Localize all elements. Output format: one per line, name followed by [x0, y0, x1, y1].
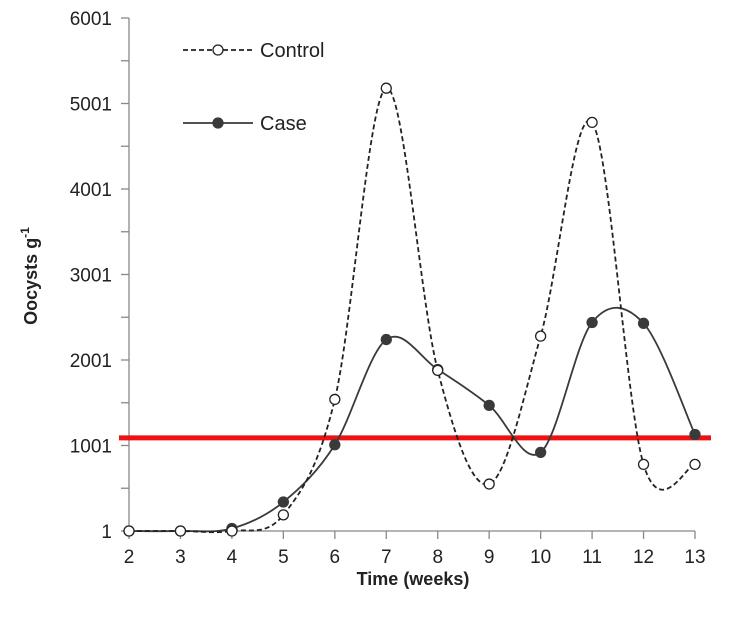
y-tick-label: 1001 — [70, 437, 112, 458]
control-point — [483, 478, 495, 490]
y-tick-label: 5001 — [70, 95, 112, 116]
x-axis-title: Time (weeks) — [357, 569, 470, 589]
control-point — [432, 364, 444, 376]
case-point — [637, 317, 650, 329]
control-point — [637, 458, 650, 471]
x-tick-label: 10 — [530, 547, 551, 568]
legend: Control Case — [183, 40, 324, 135]
case-series-line — [128, 306, 696, 533]
x-tick-label: 7 — [381, 547, 392, 568]
y-axis-title: Oocysts g-1 — [18, 227, 41, 325]
legend-case-marker — [212, 117, 224, 129]
y-tick-label: 1 — [101, 522, 112, 543]
x-tick-label: 11 — [582, 547, 602, 568]
x-tick-label: 9 — [484, 547, 495, 568]
x-tick-label: 13 — [684, 547, 705, 568]
x-tick-label: 6 — [330, 547, 341, 568]
series-layer — [123, 82, 701, 537]
y-tick-label: 4001 — [70, 180, 112, 201]
case-point — [689, 428, 701, 441]
case-point — [380, 333, 392, 346]
y-axis-title-superscript: -1 — [18, 227, 32, 238]
control-point — [586, 116, 598, 129]
control-point — [329, 393, 341, 406]
control-series-line — [129, 87, 696, 534]
x-tick-label: 8 — [432, 547, 443, 568]
x-tick-label: 4 — [227, 547, 238, 568]
control-point — [123, 525, 135, 537]
axes: 1 1001 2001 3001 4001 5001 6001 2 3 4 5 6 7 8 9 10 11 12 1… — [70, 9, 706, 568]
case-point — [483, 399, 495, 412]
y-tick-label: 2001 — [70, 351, 112, 372]
x-tick-label: 2 — [124, 547, 135, 568]
y-tick-label: 3001 — [70, 266, 112, 287]
legend-control-label: Control — [260, 40, 324, 62]
y-tick-label: 6001 — [70, 9, 112, 30]
x-tick-label: 5 — [278, 547, 289, 568]
control-point — [689, 458, 701, 471]
case-point — [534, 446, 547, 459]
legend-control-marker — [212, 44, 224, 56]
x-tick-label: 12 — [633, 547, 654, 568]
x-tick-label: 3 — [175, 547, 186, 568]
case-point — [586, 316, 598, 329]
control-point — [380, 82, 392, 94]
case-point — [329, 439, 341, 451]
control-point — [277, 509, 290, 521]
case-point — [277, 496, 290, 508]
control-point — [534, 330, 547, 342]
control-point — [226, 525, 238, 537]
control-point — [174, 525, 187, 537]
y-axis-title-text: Oocysts g — [21, 238, 41, 325]
legend-case-label: Case — [260, 113, 307, 135]
